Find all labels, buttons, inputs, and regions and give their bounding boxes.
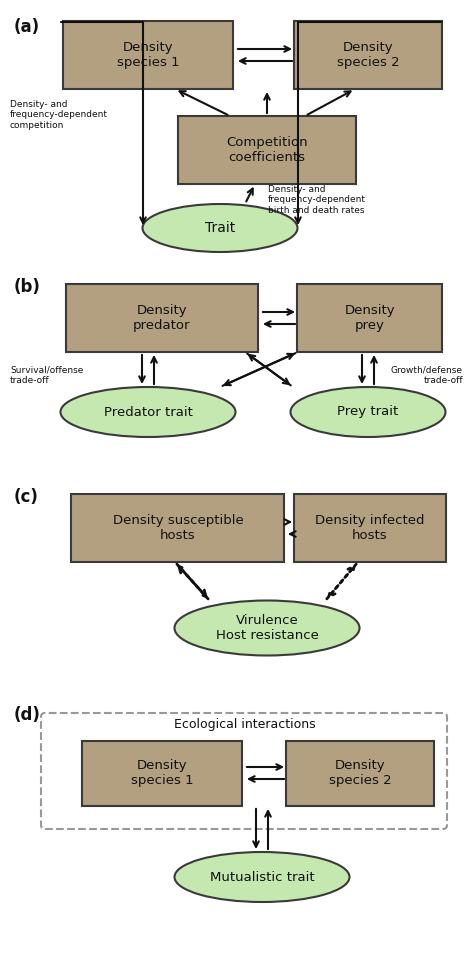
FancyBboxPatch shape [82,740,242,805]
Text: Density
species 2: Density species 2 [328,759,392,787]
Ellipse shape [61,387,236,437]
Ellipse shape [291,387,446,437]
Text: Predator trait: Predator trait [103,406,192,418]
Text: Density
species 1: Density species 1 [117,41,179,69]
Text: Ecological interactions: Ecological interactions [174,718,316,731]
Text: Density infected
hosts: Density infected hosts [315,514,425,542]
Ellipse shape [143,204,298,252]
FancyBboxPatch shape [294,494,446,562]
FancyBboxPatch shape [294,21,442,89]
Text: Growth/defense
trade-off: Growth/defense trade-off [391,366,463,385]
FancyBboxPatch shape [178,116,356,184]
Ellipse shape [174,601,359,655]
Text: Density
species 1: Density species 1 [131,759,193,787]
Text: Trait: Trait [205,221,235,235]
Text: Density
prey: Density prey [345,304,395,332]
Text: Mutualistic trait: Mutualistic trait [210,871,314,883]
FancyBboxPatch shape [66,284,258,352]
Text: Density susceptible
hosts: Density susceptible hosts [113,514,243,542]
Text: Density- and
frequency-dependent
competition: Density- and frequency-dependent competi… [10,100,108,130]
Text: Competition
coefficients: Competition coefficients [226,136,308,164]
Text: (a): (a) [14,18,40,36]
FancyBboxPatch shape [286,740,434,805]
Text: Density
predator: Density predator [133,304,191,332]
Text: Virulence
Host resistance: Virulence Host resistance [216,614,319,642]
FancyBboxPatch shape [298,284,443,352]
Text: (b): (b) [14,278,41,296]
FancyBboxPatch shape [63,21,233,89]
Text: (d): (d) [14,706,41,724]
Text: Survival/offense
trade-off: Survival/offense trade-off [10,366,83,385]
Text: (c): (c) [14,488,39,506]
Text: Density
species 2: Density species 2 [337,41,399,69]
Ellipse shape [174,852,349,902]
Text: Prey trait: Prey trait [337,406,399,418]
FancyBboxPatch shape [72,494,284,562]
Text: Density- and
frequency-dependent
birth and death rates: Density- and frequency-dependent birth a… [268,185,366,215]
